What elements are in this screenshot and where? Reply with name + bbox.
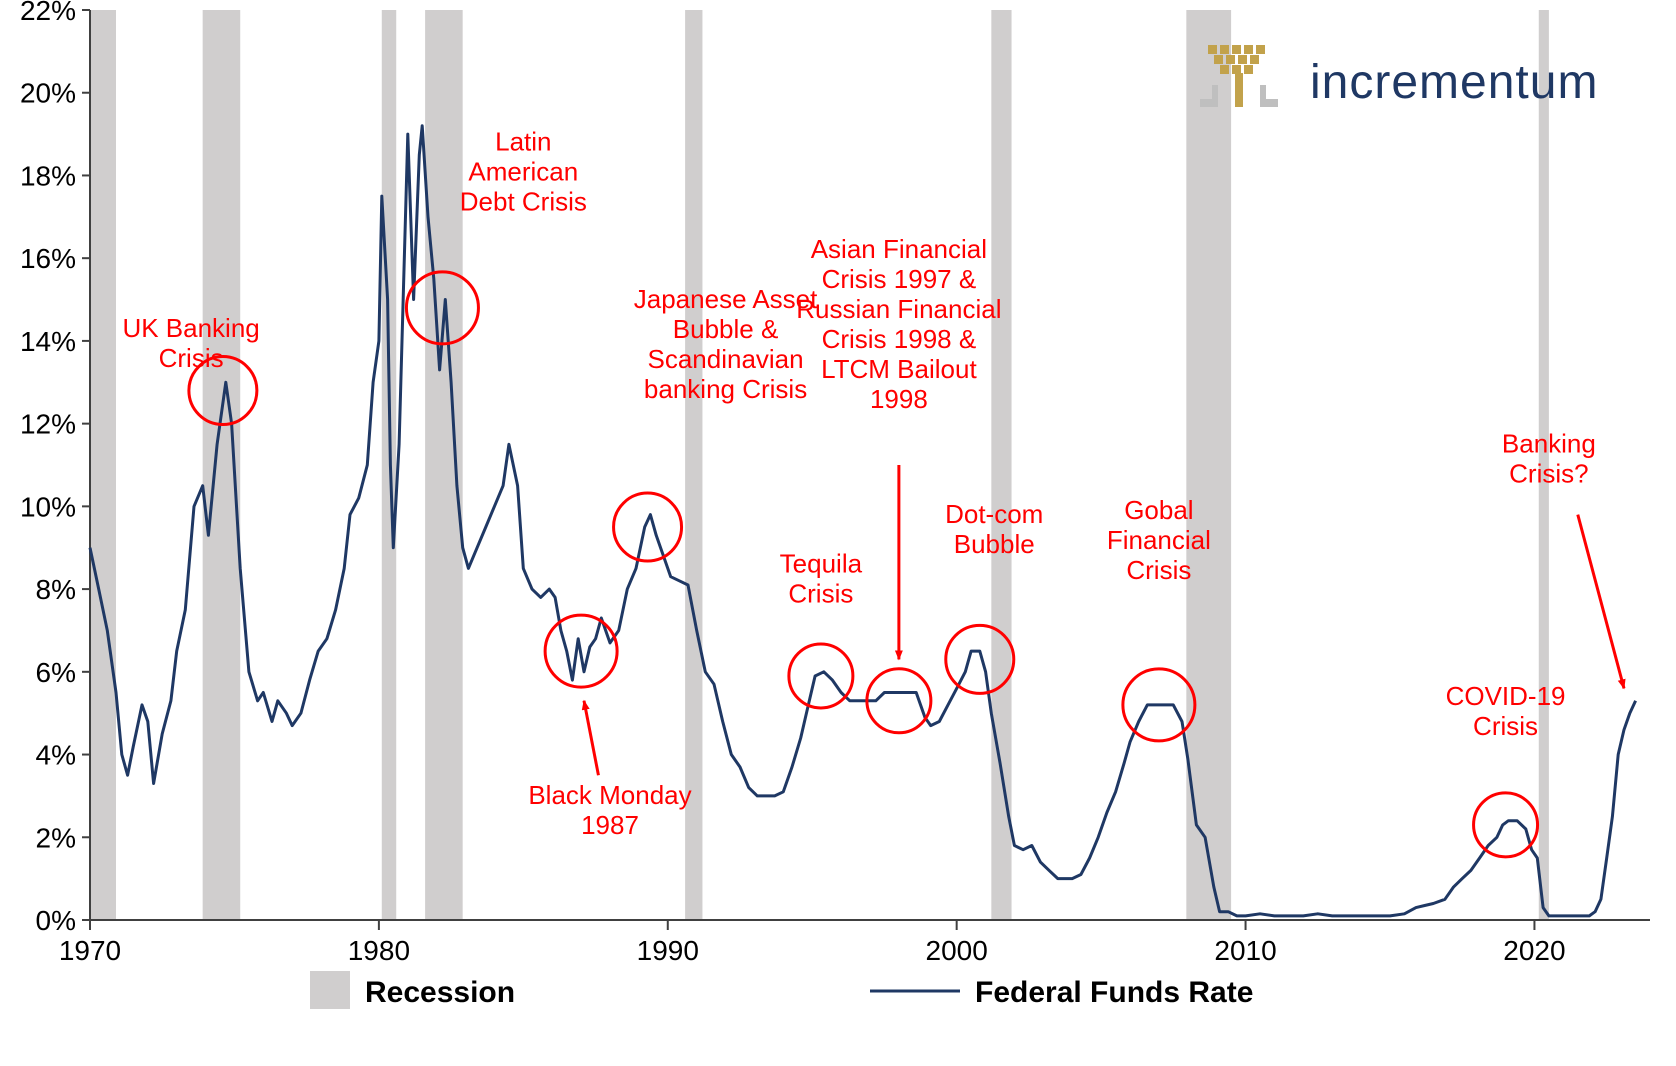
y-tick-label: 2% [36,822,76,853]
x-tick-label: 2010 [1214,935,1276,966]
anno-label-dotcom: Dot-comBubble [945,499,1043,559]
y-tick-label: 4% [36,740,76,771]
y-tick-label: 6% [36,657,76,688]
y-tick-label: 16% [20,243,76,274]
y-tick-label: 12% [20,409,76,440]
anno-label-tequila: TequilaCrisis [780,549,863,609]
x-tick-label: 1970 [59,935,121,966]
legend-line-label: Federal Funds Rate [975,976,1253,1009]
y-tick-label: 14% [20,326,76,357]
recession-band [991,10,1011,920]
x-tick-label: 1990 [637,935,699,966]
y-tick-label: 18% [20,160,76,191]
anno-label-japan: Japanese AssetBubble &Scandinavianbankin… [634,284,818,404]
fed-funds-chart: 0% 2% 4% 6% 8% 10% 12% 14% 16% 18% 20% 22% 1970 1980 1… [0,0,1676,1066]
brand-text: incrementum [1310,56,1598,109]
y-tick-label: 10% [20,491,76,522]
y-tick-label: 0% [36,905,76,936]
y-tick-label: 8% [36,574,76,605]
x-tick-label: 1980 [348,935,410,966]
recession-band [90,10,116,920]
x-tick-label: 2000 [926,935,988,966]
recession-band [1186,10,1231,920]
x-tick-label: 2020 [1503,935,1565,966]
legend-recession-label: Recession [365,976,515,1009]
y-tick-label: 22% [20,0,76,26]
y-tick-label: 20% [20,78,76,109]
legend-recession-swatch [310,971,350,1009]
anno-label-banking: BankingCrisis? [1502,429,1596,489]
